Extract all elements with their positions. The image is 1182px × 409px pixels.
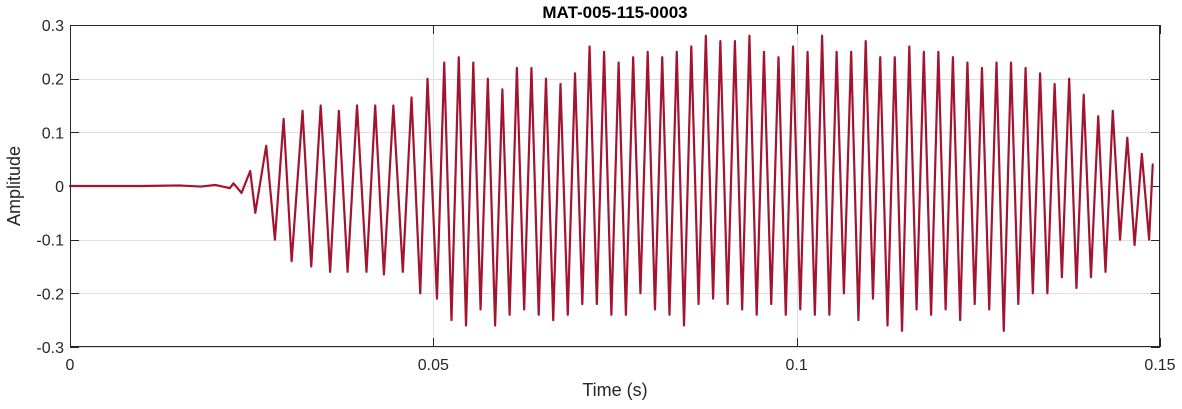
y-tick-label: -0.2: [36, 286, 64, 303]
waveform-line: [68, 34, 1154, 332]
x-tick-label: 0.1: [786, 357, 808, 374]
series-layer: [68, 34, 1154, 332]
plot-frame: [70, 25, 1160, 347]
chart-title: MAT-005-115-0003: [542, 3, 687, 22]
y-tick-label: 0: [55, 179, 64, 196]
x-axis-label: Time (s): [582, 380, 647, 400]
y-tick-label: 0.3: [42, 18, 64, 35]
x-tick-label: 0.05: [418, 357, 449, 374]
y-tick-label: -0.3: [36, 340, 64, 357]
y-tick-label: 0.2: [42, 72, 64, 89]
y-axis-label: Amplitude: [4, 146, 24, 226]
y-tick-label: 0.1: [42, 125, 64, 142]
y-tick-label: -0.1: [36, 233, 64, 250]
tick-labels: 0 0.05 0.1 0.15 -0.3 -0.2 -0.1 0 0.1 0.2 0.3: [36, 18, 1175, 374]
x-tick-label: 0: [66, 357, 75, 374]
x-tick-label: 0.15: [1144, 357, 1175, 374]
